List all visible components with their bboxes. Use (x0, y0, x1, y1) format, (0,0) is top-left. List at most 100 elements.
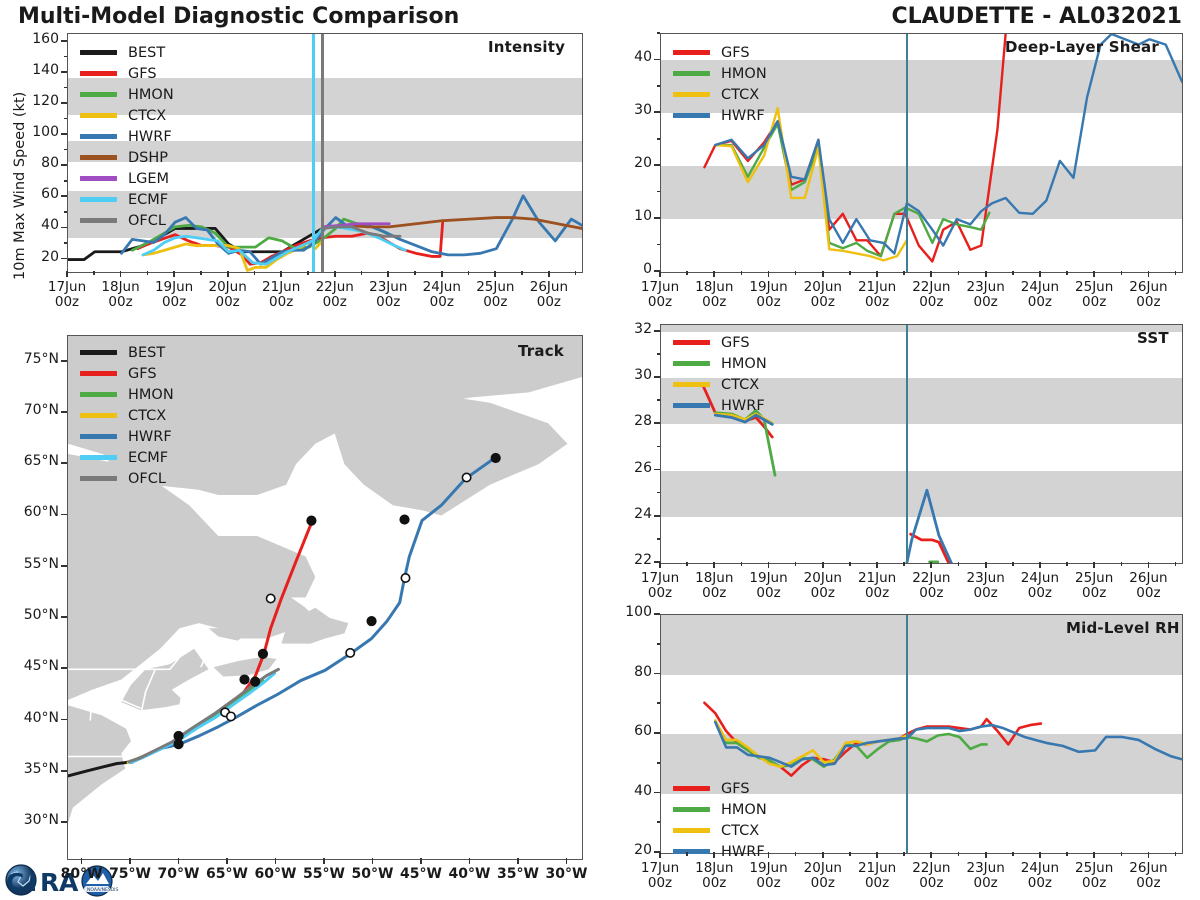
track-x-tickmark (517, 858, 519, 864)
legend-color-swatch-lgem (80, 176, 117, 181)
sst-x-tick-label: 17Jun 00z (625, 570, 695, 601)
track-x-tickmark (80, 858, 83, 864)
intensity-y-tickmark (61, 133, 67, 135)
x-tick-hour: 00z (1082, 294, 1107, 311)
intensity-x-minor-tickmark (360, 271, 363, 275)
sst-analysis-time-line-0 (905, 325, 909, 563)
track-x-tickmark (468, 858, 471, 864)
track-marker-filled (399, 514, 410, 525)
x-tick-hour: 00z (919, 294, 944, 311)
x-tick-day: 21Jun (262, 279, 301, 295)
intensity-y-tick-label: 160 (32, 30, 59, 47)
shear-y-tick-label: 40 (634, 49, 652, 66)
legend-label: HWRF (128, 428, 172, 445)
shear-x-minor-tickmark (740, 271, 743, 275)
x-tick-day: 22Jun (912, 570, 951, 586)
track-marker-filled (173, 739, 184, 750)
rh-x-tickmark (1093, 852, 1096, 858)
legend-color-swatch-gfs (673, 340, 710, 345)
x-tick-day: 25Jun (476, 279, 515, 295)
track-marker-open (225, 711, 236, 722)
sst-x-minor-tickmark (1120, 562, 1123, 566)
sst-legend-item-hmon: HMON (673, 353, 767, 374)
rh-x-tick-label: 20Jun 00z (788, 860, 858, 892)
intensity-y-tick-label: 100 (32, 124, 59, 141)
rh-x-minor-tickmark (740, 852, 743, 856)
legend-color-swatch-dshp (80, 155, 117, 160)
shear-y-tickmark (654, 58, 660, 61)
legend-color-swatch-hwrf (80, 434, 117, 439)
sst-y-minor-tickmark (656, 353, 660, 355)
intensity-x-tick-label: 23Jun 00z (353, 279, 423, 310)
track-x-tickmark (129, 858, 131, 864)
sst-x-minor-tickmark (686, 562, 688, 566)
x-tick-day: 21Jun (857, 860, 897, 876)
intensity-y-tickmark (61, 195, 67, 198)
legend-label: CTCX (721, 822, 760, 839)
intensity-legend-item-ofcl: OFCL (80, 210, 174, 231)
x-tick-hour: 00z (810, 875, 835, 892)
track-marker-filled (239, 674, 250, 685)
panel-intensity: 10m Max Wind Speed (kt) Intensity BEST GF… (0, 0, 600, 320)
shear-legend-item-hwrf: HWRF (673, 105, 767, 126)
legend-label: HWRF (721, 843, 765, 860)
sst-x-minor-tickmark (903, 562, 905, 566)
x-tick-hour: 00z (973, 585, 998, 602)
rh-x-tick-label: 19Jun 00z (734, 860, 804, 891)
intensity-x-minor-tickmark (414, 271, 416, 275)
rh-x-tickmark (1038, 852, 1041, 858)
rh-y-tickmark (654, 732, 660, 734)
legend-label: OFCL (128, 470, 166, 487)
intensity-x-minor-tickmark (467, 271, 470, 275)
x-tick-day: 25Jun (1075, 570, 1114, 586)
rh-series-layer (703, 701, 1182, 777)
track-x-tickmark (420, 858, 422, 864)
x-tick-hour: 00z (702, 875, 727, 892)
shear-x-minor-tickmark (1011, 271, 1014, 275)
track-x-tick-label: 65°W (206, 866, 248, 882)
intensity-legend-item-hmon: HMON (80, 84, 174, 105)
rh-y-minor-tickmark (656, 761, 660, 764)
sst-y-tick-label: 26 (634, 459, 652, 476)
x-tick-day: 18Jun (695, 570, 734, 586)
sst-x-tick-label: 19Jun 00z (734, 570, 804, 601)
legend-color-swatch-best (80, 350, 117, 355)
track-marker-filled (306, 515, 317, 526)
x-tick-hour: 00z (973, 294, 998, 311)
shear-x-tickmark (659, 271, 661, 277)
sst-legend: GFS HMON CTCX HWRF (673, 332, 767, 416)
panel-track: Track BEST GFS HMON CTCX HWRF ECMF OFCL C I R … (0, 320, 600, 900)
intensity-y-tickmark (61, 70, 67, 73)
track-y-tick-label: 70°N (23, 401, 59, 418)
sst-shaded-band-2 (661, 325, 1182, 332)
shear-x-tick-label: 26Jun 00z (1113, 279, 1183, 310)
intensity-x-tick-label: 22Jun 00z (300, 279, 370, 310)
x-tick-hour: 00z (1082, 875, 1107, 892)
track-y-tickmark (61, 769, 67, 772)
sst-x-tickmark (1038, 562, 1041, 568)
intensity-y-tick-label: 40 (41, 217, 59, 234)
legend-label: HMON (721, 355, 767, 372)
x-tick-day: 24Jun (1020, 860, 1060, 876)
x-tick-day: 22Jun (912, 279, 951, 295)
rh-y-tick-label: 100 (625, 604, 652, 620)
map-border-line-4 (89, 689, 93, 721)
intensity-x-tickmark (226, 271, 229, 277)
shear-x-tick-label: 20Jun 00z (788, 279, 858, 310)
intensity-x-tick-label: 24Jun 00z (407, 279, 477, 310)
shear-x-minor-tickmark (849, 271, 851, 275)
intensity-shaded-band-2 (68, 77, 582, 115)
legend-color-swatch-ctcx (80, 113, 117, 118)
track-marker-filled (257, 648, 269, 660)
intensity-x-tickmark (333, 271, 336, 277)
shear-y-tickmark (654, 111, 660, 114)
sst-x-tickmark (876, 562, 878, 568)
intensity-y-tick-label: 20 (41, 248, 59, 265)
shear-x-tick-label: 25Jun 00z (1059, 279, 1129, 311)
legend-label: HMON (721, 801, 767, 818)
x-tick-hour: 00z (54, 294, 80, 311)
shear-x-tick-label: 24Jun 00z (1005, 279, 1075, 310)
legend-label: HWRF (721, 397, 765, 414)
legend-color-swatch-hmon (80, 92, 117, 97)
